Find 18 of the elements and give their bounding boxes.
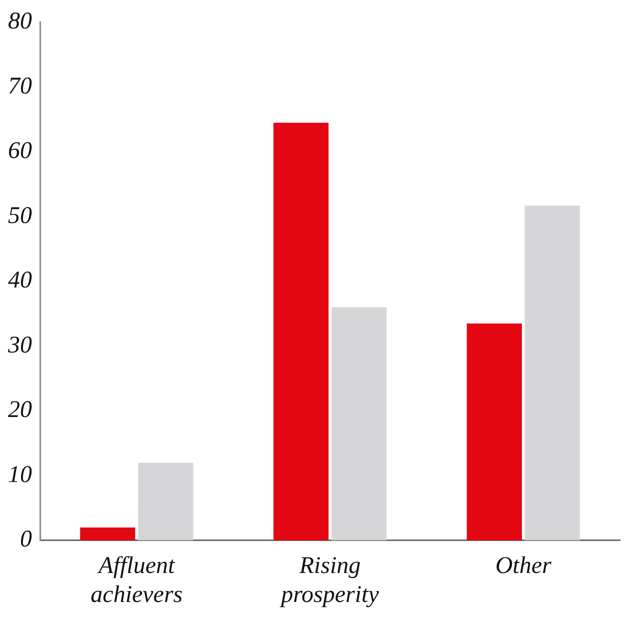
y-tick-label: 70 <box>8 73 32 100</box>
y-tick-label: 50 <box>8 202 32 229</box>
bar <box>466 323 522 540</box>
bar <box>138 462 194 540</box>
y-tick-label: 80 <box>8 8 32 35</box>
y-tick-label: 60 <box>8 138 32 164</box>
bar <box>524 206 580 540</box>
x-tick-label: Rising prosperity <box>279 553 380 608</box>
y-tick-label: 10 <box>8 462 32 488</box>
x-tick-label: Other <box>495 553 552 580</box>
y-tick-label: 20 <box>8 397 32 424</box>
x-tick-label: Affluent achievers <box>90 553 183 608</box>
y-tick-label: 0 <box>20 526 32 553</box>
bar <box>273 122 329 540</box>
bar <box>80 527 136 540</box>
y-tick-label: 40 <box>8 268 32 294</box>
bar <box>331 307 387 540</box>
y-tick-label: 30 <box>7 332 32 358</box>
